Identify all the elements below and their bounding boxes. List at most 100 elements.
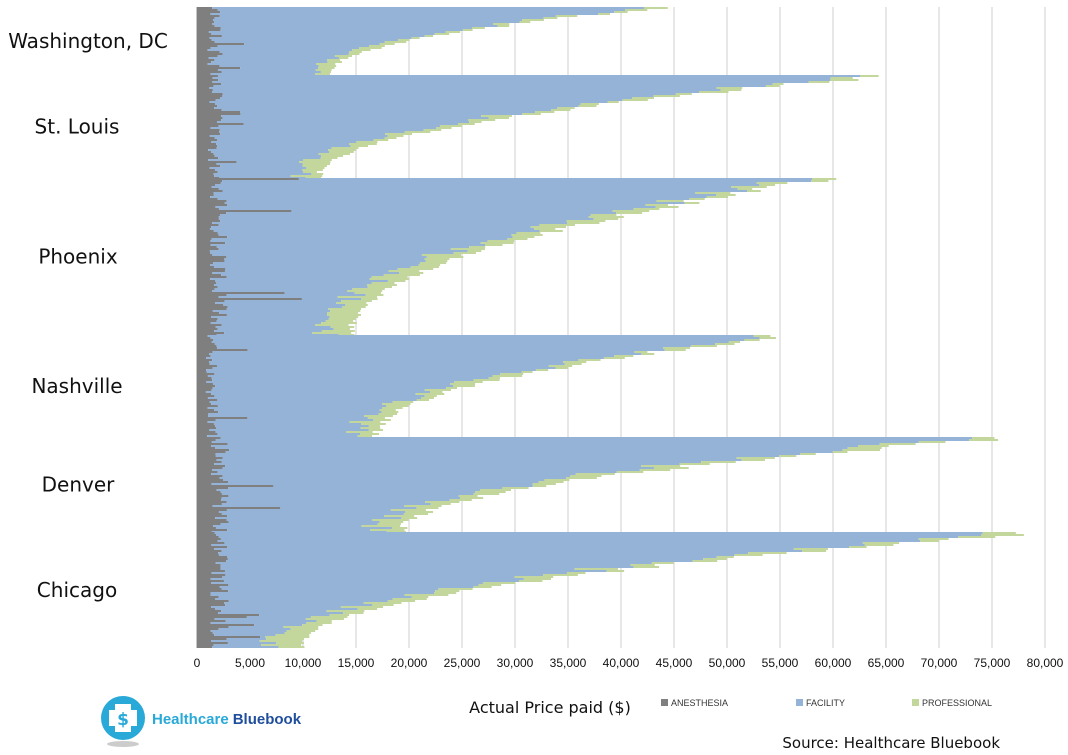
- bar-segment-anesthesia: [197, 439, 216, 441]
- bar-segment-anesthesia: [197, 194, 214, 196]
- bar-segment-facility: [207, 421, 350, 423]
- bar-segment-professional: [278, 646, 305, 648]
- bar-segment-anesthesia: [197, 527, 216, 529]
- bar-segment-professional: [578, 105, 597, 107]
- source-note: Source: Healthcare Bluebook: [782, 734, 1000, 752]
- bar-segment-professional: [555, 15, 578, 17]
- bar-segment-anesthesia: [197, 75, 218, 77]
- bar-segment-professional: [734, 554, 763, 556]
- bar-segment-facility: [221, 610, 327, 612]
- bar-segment-facility: [212, 367, 556, 369]
- bar-segment-professional: [367, 417, 385, 419]
- x-axis-title: Actual Price paid ($): [469, 698, 631, 717]
- bar-segment-anesthesia: [197, 608, 216, 610]
- bar-segment-professional: [530, 226, 567, 228]
- bar-segment-facility: [210, 355, 615, 357]
- bar-segment-anesthesia: [197, 85, 214, 87]
- bar-segment-professional: [544, 479, 570, 481]
- x-tick-label: 50,000: [709, 656, 746, 670]
- bar-segment-professional: [311, 173, 324, 175]
- bar-segment-facility: [209, 429, 369, 431]
- bar-segment-facility: [221, 324, 315, 326]
- bar-segment-facility: [214, 284, 367, 286]
- bar-segment-professional: [359, 433, 380, 435]
- bar-segment-professional: [981, 534, 1024, 536]
- bar-segment-facility: [213, 85, 766, 87]
- bar-segment-facility: [222, 467, 654, 469]
- bar-segment-facility: [217, 9, 626, 11]
- bar-segment-facility: [218, 296, 338, 298]
- bar-segment-professional: [350, 145, 368, 147]
- bar-segment-facility: [221, 499, 450, 501]
- bar-segment-anesthesia: [197, 592, 211, 594]
- bar-segment-professional: [603, 357, 625, 359]
- bar-segment-anesthesia: [197, 337, 211, 339]
- bar-segment-anesthesia: [197, 584, 229, 586]
- bar-segment-anesthesia: [197, 614, 260, 616]
- bar-segment-anesthesia: [197, 43, 245, 45]
- bar-segment-anesthesia: [197, 517, 216, 519]
- bar-segment-professional: [612, 210, 650, 212]
- bar-segment-professional: [616, 471, 644, 473]
- bar-segment-professional: [467, 250, 482, 252]
- bar-segment-professional: [370, 529, 405, 531]
- bar-segment-facility: [215, 455, 780, 457]
- bar-segment-anesthesia: [197, 335, 208, 337]
- bar-segment-professional: [478, 584, 502, 586]
- bar-segment-anesthesia: [197, 264, 211, 266]
- bar-segment-professional: [315, 73, 331, 75]
- bar-segment-facility: [211, 341, 729, 343]
- bar-segment-anesthesia: [197, 192, 214, 194]
- bar-segment-anesthesia: [197, 45, 218, 47]
- bar-segment-facility: [217, 105, 579, 107]
- bar-segment-anesthesia: [197, 485, 274, 487]
- bar-segment-professional: [434, 592, 457, 594]
- bar-segment-anesthesia: [197, 91, 213, 93]
- bar-segment-facility: [211, 606, 341, 608]
- bar-segment-anesthesia: [197, 127, 211, 129]
- bar-segment-anesthesia: [197, 529, 228, 531]
- bar-segment-professional: [328, 308, 362, 310]
- bar-segment-anesthesia: [197, 369, 207, 371]
- bar-segment-facility: [211, 572, 567, 574]
- bar-segment-facility: [291, 210, 613, 212]
- bar-segment-professional: [390, 509, 426, 511]
- bar-segment-anesthesia: [197, 159, 209, 161]
- bar-segment-professional: [598, 13, 610, 15]
- bar-segment-anesthesia: [197, 399, 218, 401]
- bar-segment-professional: [430, 503, 451, 505]
- bar-segment-anesthesia: [197, 244, 211, 246]
- bar-segment-professional: [373, 139, 389, 141]
- bar-segment-professional: [566, 220, 606, 222]
- bar-segment-professional: [651, 562, 674, 564]
- bar-segment-facility: [217, 347, 664, 349]
- bar-segment-facility: [207, 335, 754, 337]
- bar-segment-facility: [218, 208, 634, 210]
- bar-segment-anesthesia: [197, 27, 221, 29]
- bar-segment-professional: [779, 455, 797, 457]
- bar-segment-anesthesia: [197, 61, 212, 63]
- bar-segment-anesthesia: [197, 103, 216, 105]
- bar-segment-facility: [213, 173, 312, 175]
- bar-segment-facility: [215, 439, 970, 441]
- bar-segment-professional: [450, 248, 486, 250]
- bar-segment-professional: [800, 453, 816, 455]
- bar-segment-facility: [217, 471, 617, 473]
- bar-segment-anesthesia: [197, 544, 212, 546]
- bar-segment-professional: [382, 403, 411, 405]
- bar-segment-facility: [221, 588, 439, 590]
- bar-segment-professional: [744, 339, 760, 341]
- bar-segment-anesthesia: [197, 35, 222, 37]
- bar-segment-anesthesia: [197, 153, 214, 155]
- bar-segment-professional: [567, 222, 600, 224]
- bar-segment-professional: [460, 497, 484, 499]
- bar-segment-anesthesia: [197, 13, 211, 15]
- bar-segment-facility: [214, 330, 322, 332]
- bar-segment-professional: [689, 198, 705, 200]
- bar-segment-professional: [305, 618, 344, 620]
- logo-shadow: [107, 741, 139, 747]
- bar-segment-anesthesia: [197, 628, 219, 630]
- bar-segment-anesthesia: [197, 519, 227, 521]
- bar-segment-professional: [388, 270, 420, 272]
- bar-segment-professional: [575, 473, 615, 475]
